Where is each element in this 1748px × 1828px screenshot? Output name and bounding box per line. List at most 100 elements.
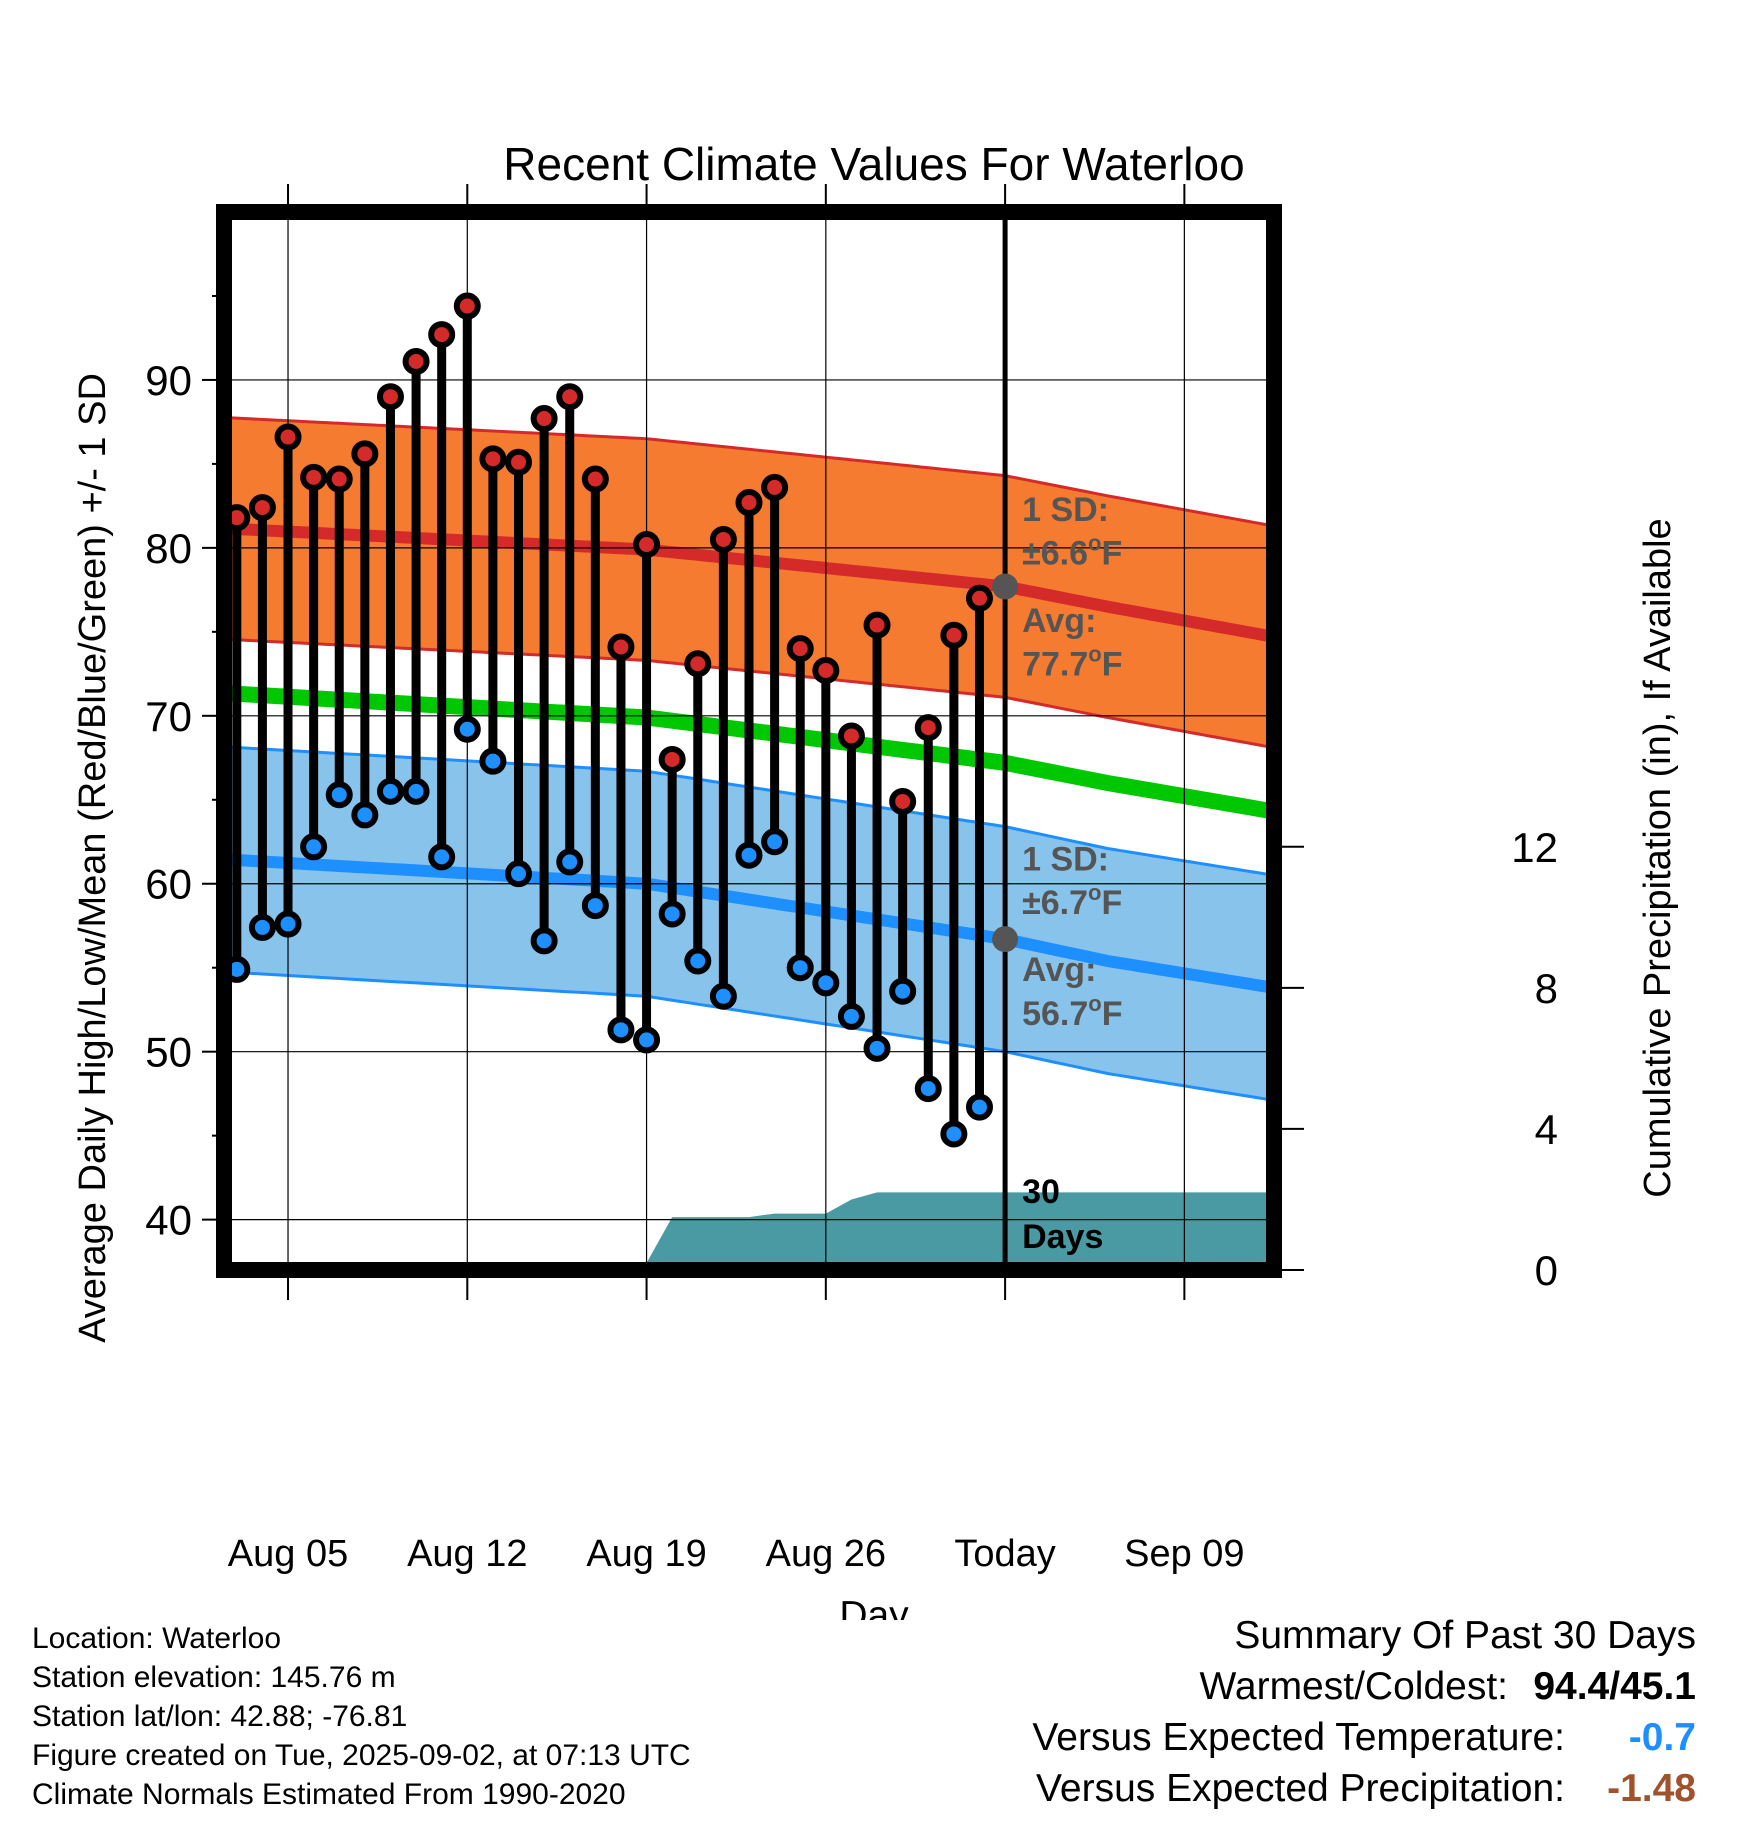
precip-area [582, 1192, 1274, 1270]
normal-high-band-upper-edge [224, 416, 1274, 528]
daily-low-marker [940, 1120, 968, 1148]
normal-low-line [224, 853, 1274, 994]
precip-days-annotation-line2: Days [1022, 1218, 1103, 1256]
daily-high-marker [965, 584, 993, 612]
daily-high-marker [709, 525, 737, 553]
daily-high-marker [581, 465, 609, 493]
daily-high-marker [658, 745, 686, 773]
daily-high-marker [428, 321, 456, 349]
y-tick-label: 70 [145, 693, 192, 740]
y-tick-label: 50 [145, 1029, 192, 1076]
daily-low-marker [889, 977, 917, 1005]
daily-low-marker [453, 715, 481, 743]
high-avg-annotation-line1: Avg: [1022, 602, 1096, 640]
chart-title: Recent Climate Values For Waterloo [503, 138, 1244, 190]
daily-high-marker [505, 448, 533, 476]
today-high-normal-marker [992, 573, 1019, 600]
daily-high-marker [812, 656, 840, 684]
y2-tick-label: 4 [1535, 1106, 1558, 1153]
daily-low-marker [274, 910, 302, 938]
climate-chart: Recent Climate Values For Waterloo 1 SD:… [72, 138, 1679, 1620]
high-sd-annotation-line1: 1 SD: [1022, 491, 1109, 529]
x-tick-label: Today [954, 1533, 1055, 1575]
high-sd-annotation-line2: ±6.6oF [1022, 531, 1122, 573]
daily-low-marker [376, 777, 404, 805]
daily-high-marker [325, 465, 353, 493]
daily-low-marker [479, 747, 507, 775]
daily-low-marker [402, 777, 430, 805]
today-low-normal-marker [992, 926, 1019, 953]
daily-high-marker [761, 473, 789, 501]
daily-low-marker [812, 969, 840, 997]
summary-temp-label: Versus Expected Temperature: [1032, 1716, 1565, 1759]
info-elevation: Station elevation: 145.76 m [32, 1661, 396, 1694]
low-avg-annotation-line1: Avg: [1022, 951, 1096, 989]
daily-low-marker [248, 913, 276, 941]
summary-warmest-value: 94.4/45.1 [1533, 1665, 1696, 1708]
daily-high-marker [914, 714, 942, 742]
y-tick-label: 80 [145, 525, 192, 572]
daily-high-marker [607, 633, 635, 661]
daily-high-marker [735, 489, 763, 517]
daily-low-marker [837, 1002, 865, 1030]
info-location: Location: Waterloo [32, 1622, 282, 1655]
daily-high-marker [837, 722, 865, 750]
x-tick-label: Sep 09 [1124, 1533, 1244, 1575]
x-axis-label: Day [839, 1594, 909, 1620]
daily-low-marker [351, 801, 379, 829]
daily-high-marker [863, 611, 891, 639]
daily-low-marker [505, 860, 533, 888]
low-sd-annotation-line2: ±6.7oF [1022, 880, 1122, 922]
daily-high-marker [402, 347, 430, 375]
normal-low-band-lower-edge [224, 970, 1274, 1102]
summary-precip-value: -1.48 [1607, 1767, 1696, 1810]
daily-high-marker [684, 650, 712, 678]
daily-low-marker [863, 1034, 891, 1062]
info-latlon: Station lat/lon: 42.88; -76.81 [32, 1700, 408, 1733]
daily-high-marker [248, 494, 276, 522]
normal-low-band [224, 746, 1274, 1101]
y2-axis-label: Cumulative Precipitation (in), If Availa… [1637, 518, 1679, 1197]
daily-low-marker [709, 982, 737, 1010]
y2-tick-label: 0 [1535, 1247, 1558, 1294]
daily-high-marker [530, 405, 558, 433]
daily-low-marker [325, 781, 353, 809]
daily-low-marker [428, 843, 456, 871]
low-avg-annotation-line2: 56.7oF [1022, 991, 1122, 1033]
summary-warmest-label: Warmest/Coldest: [1199, 1665, 1508, 1708]
x-tick-label: Aug 19 [586, 1533, 706, 1575]
daily-low-marker [633, 1026, 661, 1054]
daily-high-marker [274, 423, 302, 451]
daily-low-marker [786, 954, 814, 982]
y-tick-label: 90 [145, 357, 192, 404]
daily-high-marker [453, 292, 481, 320]
daily-high-marker [633, 531, 661, 559]
info-created: Figure created on Tue, 2025-09-02, at 07… [32, 1739, 691, 1772]
daily-low-marker [581, 892, 609, 920]
y2-tick-label: 8 [1535, 965, 1558, 1012]
x-tick-label: Aug 12 [407, 1533, 527, 1575]
summary-temp-value: -0.7 [1628, 1716, 1696, 1759]
daily-high-marker [786, 635, 814, 663]
x-tick-label: Aug 05 [228, 1533, 348, 1575]
summary-title: Summary Of Past 30 Days [1234, 1614, 1696, 1657]
daily-low-marker [684, 947, 712, 975]
daily-low-marker [607, 1016, 635, 1044]
daily-low-marker [300, 833, 328, 861]
daily-low-marker [761, 828, 789, 856]
daily-high-marker [300, 463, 328, 491]
y-tick-label: 60 [145, 861, 192, 908]
daily-high-marker [351, 440, 379, 468]
daily-low-marker [658, 900, 686, 928]
daily-low-marker [965, 1093, 993, 1121]
summary-precip-label: Versus Expected Precipitation: [1036, 1767, 1565, 1810]
daily-low-marker [735, 841, 763, 869]
daily-high-marker [479, 445, 507, 473]
precip-days-annotation-line1: 30 [1022, 1173, 1060, 1211]
plot-frame [216, 204, 1282, 1278]
info-normals: Climate Normals Estimated From 1990-2020 [32, 1778, 626, 1811]
daily-high-marker [376, 383, 404, 411]
daily-high-marker [889, 787, 917, 815]
y-tick-label: 40 [145, 1197, 192, 1244]
